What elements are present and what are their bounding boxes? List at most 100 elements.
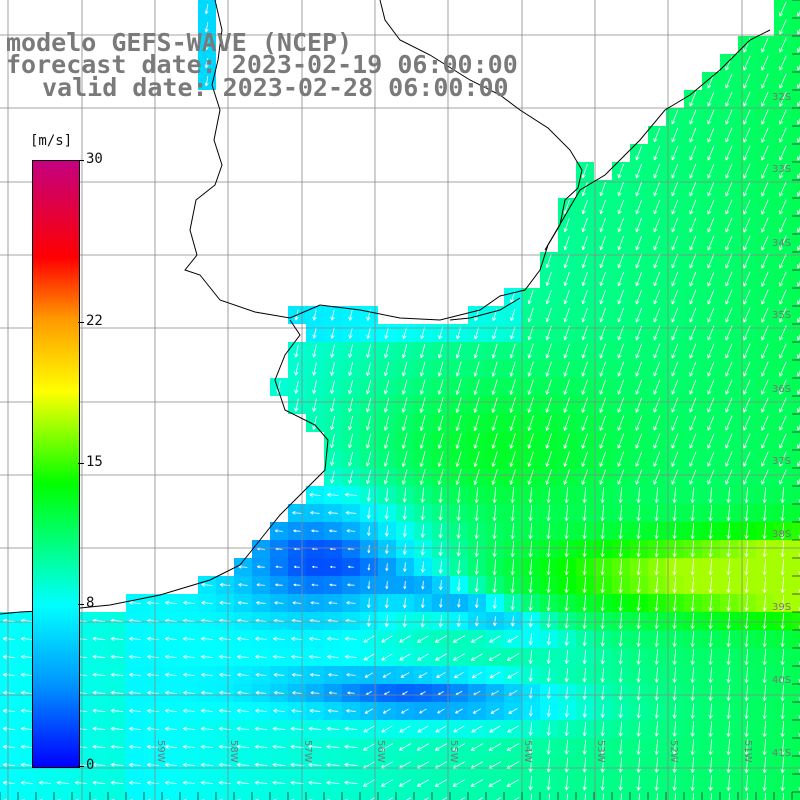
wind-arrow [725, 469, 733, 485]
wind-arrow [309, 672, 320, 677]
wind-arrow [146, 654, 159, 659]
wind-arrow [726, 667, 731, 684]
wind-arrow [474, 505, 479, 522]
wind-arrow [546, 632, 551, 646]
wind-arrow [365, 451, 372, 467]
wind-arrow [380, 779, 393, 787]
wind-arrow [635, 253, 643, 269]
wind-arrow [328, 672, 338, 677]
wind-cell [792, 666, 800, 684]
wind-arrow [797, 280, 800, 287]
wind-arrow [402, 691, 408, 695]
wind-arrow [165, 690, 177, 695]
wind-cell [792, 0, 800, 18]
wind-arrow [38, 780, 52, 785]
wind-arrow [780, 738, 785, 756]
wind-arrow [761, 217, 769, 233]
wind-cell [792, 198, 800, 216]
wind-arrow [110, 672, 124, 677]
wind-arrow [654, 558, 659, 576]
wind-arrow [92, 690, 106, 695]
wind-arrow [256, 600, 266, 605]
wind-arrow [292, 601, 302, 605]
wind-arrow [546, 522, 551, 540]
wind-arrow [401, 361, 408, 377]
wind-cell [792, 108, 800, 126]
wind-arrow [312, 362, 317, 376]
wind-arrow [797, 406, 800, 413]
wind-arrow [726, 703, 731, 720]
wind-arrow [292, 511, 302, 515]
wind-arrow [653, 433, 661, 449]
wind-arrow [474, 326, 480, 340]
wind-cell [774, 792, 792, 800]
wind-arrow [527, 343, 534, 359]
wind-cell [792, 126, 800, 144]
wind-cell [504, 792, 522, 800]
wind-arrow [200, 726, 214, 731]
wind-arrow [495, 797, 502, 800]
wind-arrow [438, 580, 443, 591]
wind-arrow [20, 762, 34, 767]
wind-arrow [147, 690, 159, 695]
wind-arrow [671, 235, 679, 251]
wind-arrow [581, 163, 588, 179]
wind-arrow [762, 757, 767, 774]
wind-arrow [110, 636, 124, 641]
wind-arrow [527, 379, 534, 395]
title-valid-date: valid date: 2023-02-28 06:00:00 [42, 73, 509, 102]
wind-cell [54, 792, 72, 800]
wind-arrow [672, 558, 677, 576]
wind-arrow [653, 289, 661, 305]
wind-arrow [797, 190, 800, 197]
wind-arrow [618, 721, 623, 737]
wind-arrow [219, 690, 231, 695]
wind-arrow [618, 540, 623, 558]
wind-arrow [528, 522, 533, 540]
wind-arrow [20, 654, 34, 659]
colorbar-tick-mark [78, 321, 84, 323]
wind-arrow [236, 744, 250, 749]
wind-arrow [129, 636, 141, 641]
wind-arrow [344, 726, 358, 731]
wind-cell [144, 792, 162, 800]
wind-arrow [545, 343, 552, 359]
wind-arrow [489, 671, 501, 679]
wind-arrow [761, 415, 769, 431]
wind-arrow [744, 486, 749, 504]
wind-arrow [582, 775, 587, 791]
wind-arrow [255, 636, 267, 641]
wind-arrow [509, 343, 516, 359]
wind-arrow [600, 540, 605, 558]
wind-arrow [690, 558, 695, 576]
wind-arrow [527, 361, 534, 377]
wind-cell [198, 792, 216, 800]
wind-arrow [617, 433, 625, 449]
wind-arrow [489, 635, 501, 643]
wind-arrow [385, 581, 389, 590]
wind-arrow [725, 451, 733, 467]
wind-arrow [204, 3, 209, 15]
wind-arrow [744, 649, 749, 666]
wind-arrow [690, 522, 695, 540]
wind-arrow [797, 28, 800, 35]
wind-arrow [762, 721, 767, 738]
wind-arrow [635, 235, 643, 251]
wind-arrow [617, 235, 624, 251]
wind-arrow [581, 397, 589, 413]
wind-arrow [779, 91, 787, 107]
wind-arrow [236, 636, 249, 641]
wind-arrow [690, 757, 695, 773]
wind-arrow [779, 253, 787, 269]
wind-arrow [330, 416, 335, 431]
wind-arrow [690, 703, 695, 719]
wind-arrow [326, 780, 340, 785]
wind-arrow [600, 504, 605, 522]
wind-arrow [383, 397, 390, 413]
title-forecast-date: forecast date: 2023-02-19 06:00:00 [6, 50, 518, 79]
wind-arrow [255, 708, 267, 713]
wind-arrow [692, 793, 695, 800]
wind-arrow [437, 691, 444, 695]
